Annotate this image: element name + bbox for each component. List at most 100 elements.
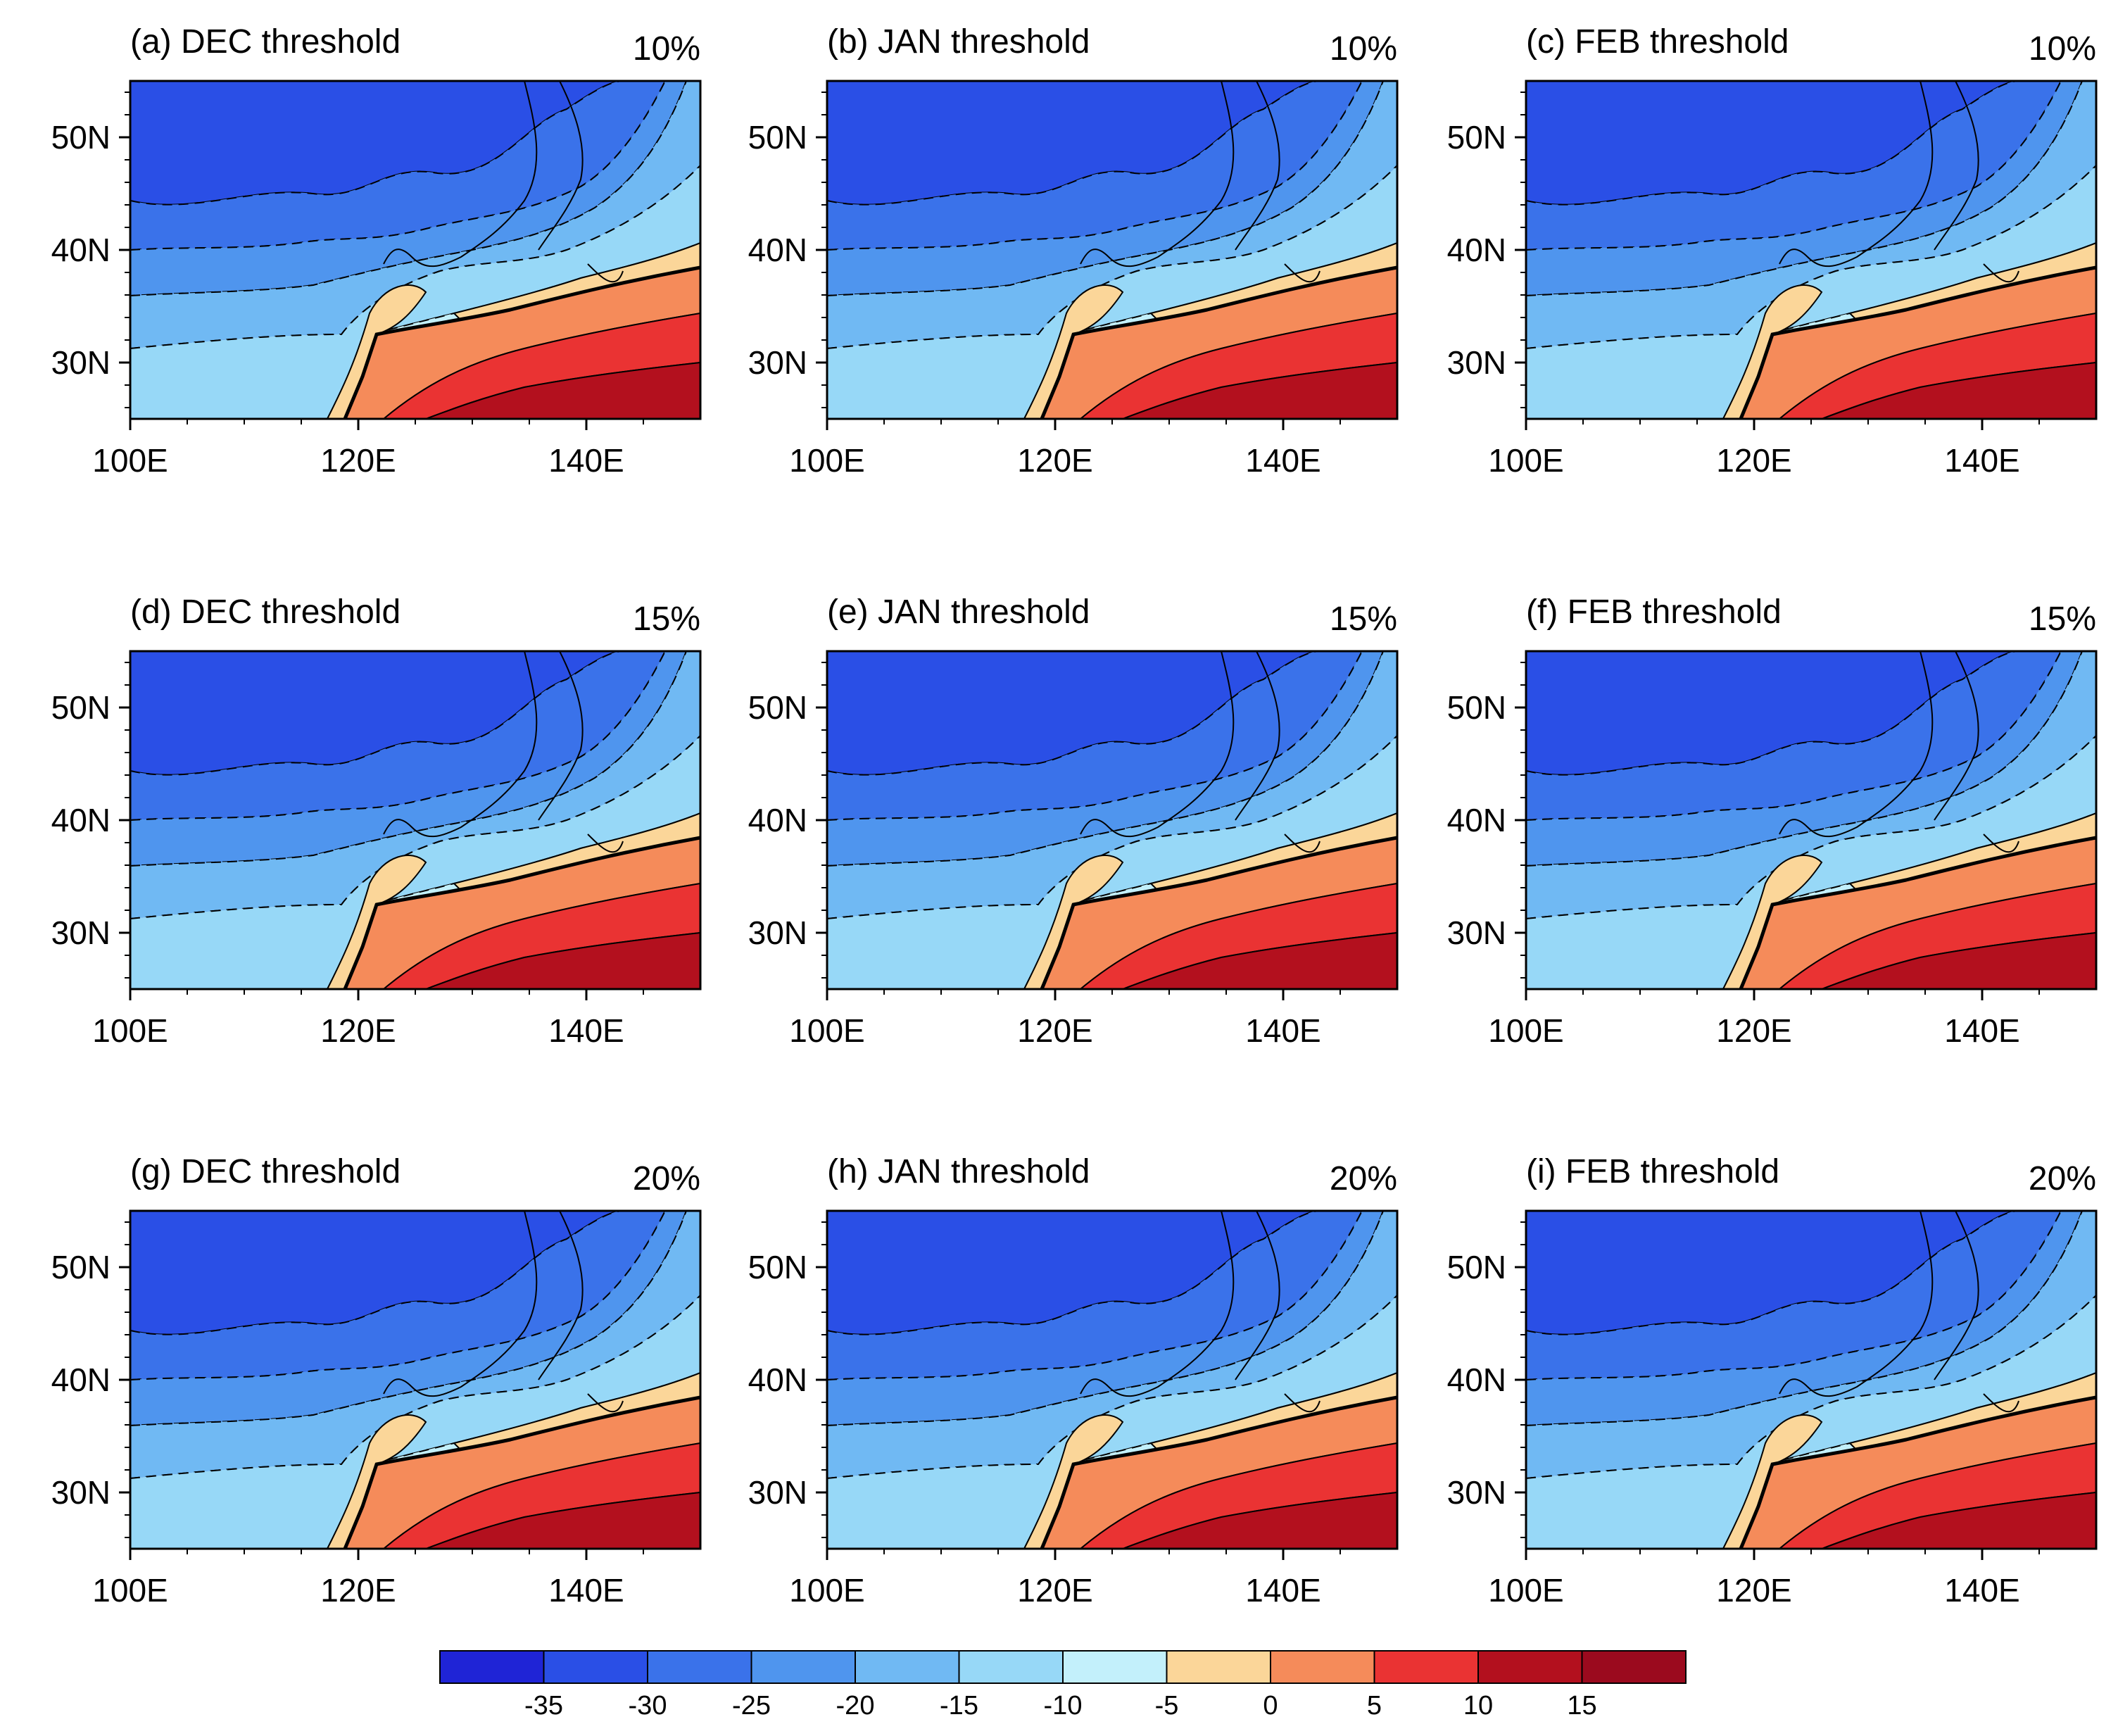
- lat-tick-label: 40N: [748, 232, 807, 268]
- map-panel-b: (b) JAN threshold 10% 100E 120E 140E 50N 40N 30…: [748, 23, 1399, 479]
- lat-tick-label: 30N: [51, 1474, 111, 1511]
- lon-tick-label: 120E: [1017, 442, 1092, 479]
- map-field: 100E 120E 140E 50N 40N 30N: [1447, 1209, 2098, 1609]
- lon-tick-label: 140E: [1245, 1012, 1320, 1049]
- zero-contour: [343, 836, 700, 989]
- map-field: 100E 120E 140E 50N 40N 30N: [748, 80, 1399, 479]
- zero-contour: [1739, 836, 2096, 989]
- lat-tick-label: 50N: [748, 119, 807, 156]
- contour-band: [326, 1414, 427, 1549]
- colorbar-label: -25: [732, 1691, 771, 1721]
- colorbar-label: -20: [836, 1691, 875, 1721]
- map-panel-c: (c) FEB threshold 10% 100E 120E 140E 50N 40N 30…: [1447, 23, 2098, 479]
- panel-percent: 20%: [2029, 1160, 2096, 1197]
- lat-tick-label: 30N: [1447, 344, 1506, 381]
- colorbar-swatch: [543, 1650, 648, 1684]
- zero-contour: [343, 1395, 700, 1549]
- contour-band: [1122, 931, 1397, 989]
- colorbar-swatch: [1477, 1650, 1583, 1684]
- lon-tick-label: 140E: [548, 1012, 624, 1049]
- lon-tick-label: 140E: [1944, 1572, 2019, 1609]
- lat-tick-label: 30N: [51, 344, 111, 381]
- lon-tick-label: 120E: [1017, 1572, 1092, 1609]
- coastline: [1080, 651, 1320, 853]
- lon-tick-label: 140E: [1944, 442, 2019, 479]
- coastline: [1779, 651, 2019, 853]
- panel-percent: 20%: [633, 1160, 700, 1197]
- zero-contour: [343, 265, 700, 419]
- lat-tick-label: 40N: [1447, 1361, 1506, 1398]
- lat-tick-label: 50N: [748, 689, 807, 726]
- contour-band: [425, 1491, 700, 1549]
- contour-band: [1023, 1414, 1124, 1549]
- coastline: [1080, 81, 1320, 283]
- lon-tick-label: 100E: [92, 1572, 168, 1609]
- panel-title: (b) JAN threshold: [827, 23, 1090, 61]
- lat-tick-label: 30N: [1447, 1474, 1506, 1511]
- map-field: 100E 120E 140E 50N 40N 30N: [1447, 650, 2098, 1049]
- panel-title: (c) FEB threshold: [1526, 23, 1789, 61]
- lon-tick-label: 120E: [1716, 442, 1791, 479]
- panel-title: (a) DEC threshold: [130, 23, 401, 61]
- lat-tick-label: 40N: [748, 1361, 807, 1398]
- lat-tick-label: 30N: [748, 1474, 807, 1511]
- lon-tick-label: 120E: [1716, 1012, 1791, 1049]
- colorbar-label: 10: [1463, 1691, 1493, 1721]
- lat-tick-label: 30N: [748, 344, 807, 381]
- lat-tick-label: 40N: [51, 232, 111, 268]
- contour-band: [1023, 855, 1124, 989]
- map-panel-a: (a) DEC threshold 10% 100E 120E 140E 50N 40N 30…: [51, 23, 702, 479]
- contour-band: [1023, 284, 1124, 419]
- colorbar-swatch: [958, 1650, 1064, 1684]
- lon-tick-label: 100E: [1488, 1012, 1563, 1049]
- colorbar-label: -10: [1044, 1691, 1083, 1721]
- contour-band: [1122, 1491, 1397, 1549]
- lat-tick-label: 40N: [1447, 232, 1506, 268]
- contour-band: [326, 284, 427, 419]
- map-panel-i: (i) FEB threshold 20% 100E 120E 140E 50N 40N 30…: [1447, 1153, 2098, 1609]
- colorbar-swatch: [1166, 1650, 1271, 1684]
- colorbar-label: 15: [1567, 1691, 1596, 1721]
- panel-title: (g) DEC threshold: [130, 1153, 401, 1190]
- map-panel-f: (f) FEB threshold 15% 100E 120E 140E 50N 40N 30…: [1447, 593, 2098, 1049]
- lat-tick-label: 40N: [51, 802, 111, 838]
- lon-tick-label: 100E: [1488, 1572, 1563, 1609]
- map-panel-d: (d) DEC threshold 15% 100E 120E 140E 50N 40N 30…: [51, 593, 702, 1049]
- lat-tick-label: 30N: [748, 914, 807, 951]
- lon-tick-label: 100E: [1488, 442, 1563, 479]
- map-field: 100E 120E 140E 50N 40N 30N: [51, 650, 702, 1049]
- colorbar-label: -35: [524, 1691, 563, 1721]
- panel-title: (e) JAN threshold: [827, 593, 1090, 631]
- map-field: 100E 120E 140E 50N 40N 30N: [51, 80, 702, 479]
- colorbar-swatch: [1581, 1650, 1687, 1684]
- coastline: [1080, 1211, 1320, 1413]
- lon-tick-label: 120E: [320, 1572, 396, 1609]
- contour-band: [1722, 855, 1823, 989]
- panel-percent: 10%: [2029, 30, 2096, 68]
- lat-tick-label: 40N: [748, 802, 807, 838]
- contour-band: [425, 361, 700, 419]
- map-panel-g: (g) DEC threshold 20% 100E 120E 140E 50N 40N 30…: [51, 1153, 702, 1609]
- coastline: [383, 651, 624, 853]
- zero-contour: [1040, 265, 1397, 419]
- colorbar: -35 -30 -25 -20 -15 -10 -5 0 5 10 15: [439, 1650, 1687, 1721]
- coastline: [383, 81, 624, 283]
- colorbar-swatch: [1270, 1650, 1375, 1684]
- lat-tick-label: 50N: [1447, 119, 1506, 156]
- lon-tick-label: 140E: [1944, 1012, 2019, 1049]
- contour-band: [326, 855, 427, 989]
- map-panel-h: (h) JAN threshold 20% 100E 120E 140E 50N 40N 30…: [748, 1153, 1399, 1609]
- zero-contour: [1040, 836, 1397, 989]
- panel-title: (d) DEC threshold: [130, 593, 401, 631]
- lon-tick-label: 140E: [1245, 1572, 1320, 1609]
- coastline: [1779, 81, 2019, 283]
- lat-tick-label: 50N: [51, 119, 111, 156]
- zero-contour: [1739, 1395, 2096, 1549]
- colorbar-label: -5: [1155, 1691, 1179, 1721]
- map-field: 100E 120E 140E 50N 40N 30N: [748, 1209, 1399, 1609]
- lon-tick-label: 100E: [789, 1572, 864, 1609]
- lon-tick-label: 100E: [789, 442, 864, 479]
- contour-band: [1122, 361, 1397, 419]
- colorbar-label: -15: [940, 1691, 978, 1721]
- panel-title: (f) FEB threshold: [1526, 593, 1782, 631]
